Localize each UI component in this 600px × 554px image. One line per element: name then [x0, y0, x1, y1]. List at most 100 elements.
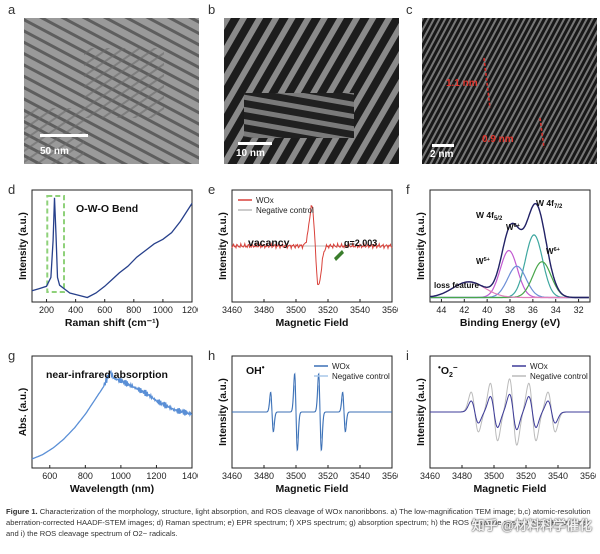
raman-line [31, 197, 193, 299]
abs-x-tick-label: 1200 [146, 471, 166, 481]
xps-x-tick-label: 44 [436, 305, 446, 315]
xps-label-w6-b: W6+ [546, 247, 560, 256]
oh-x-tick-label: 3520 [318, 471, 338, 481]
raman-x-tick-label: 800 [126, 305, 141, 315]
o2-y-axis-title: Intensity (a.u.) [416, 378, 427, 446]
epr-chart: 3460 3480 3500 3520 3540 3560 Magnetic Field In… [218, 189, 398, 329]
raman-x-tick-label: 400 [68, 305, 83, 315]
xps-label-w5: W5+ [476, 257, 490, 266]
xps-x-tick-label: 42 [459, 305, 469, 315]
xps-envelope-line [429, 202, 589, 299]
epr-x-tick-label: 3460 [222, 305, 242, 315]
stem-texture-b [224, 18, 399, 164]
panel-label-g: g [8, 348, 16, 363]
raman-chart: 200 400 600 800 1000 1200 Raman shift (cm⁻¹) In… [18, 189, 198, 329]
o2-x-tick-label: 3540 [548, 471, 568, 481]
epr-legend-label: WOx [256, 196, 274, 205]
epr-arrow [334, 250, 344, 261]
caption-text: Characterization of the morphology, stru… [6, 507, 591, 538]
o2-legend-label: Negative control [530, 372, 588, 381]
oh-x-tick-label: 3460 [222, 471, 242, 481]
o2-x-tick-label: 3560 [580, 471, 596, 481]
oh-x-tick-label: 3500 [286, 471, 306, 481]
o2-x-tick-label: 3480 [452, 471, 472, 481]
abs-x-tick-label: 1000 [111, 471, 131, 481]
abs-annotation: near-infrared absorption [46, 369, 168, 381]
panel-label-a: a [8, 2, 16, 17]
stem-image-c: 1.1 nm 0.9 nm 2 nm [422, 18, 597, 164]
xps-component-w5-72 [430, 261, 589, 299]
panel-label-i: i [406, 348, 409, 363]
epr-x-axis-title: Magnetic Field [276, 317, 349, 329]
oh-legend-label: WOx [332, 362, 350, 371]
stem-texture-c [422, 18, 597, 164]
oh-wox-line [232, 372, 392, 452]
scale-text-c: 2 nm [430, 149, 454, 160]
figure-caption: Figure 1. Characterization of the morpho… [6, 506, 594, 539]
watermark: 知乎 @材料科学催化 [471, 518, 592, 533]
oh-legend-label: Negative control [332, 372, 390, 381]
scale-text-a: 50 nm [40, 146, 69, 157]
xps-y-axis-title: Intensity (a.u.) [416, 212, 427, 280]
panel-label-e: e [208, 182, 216, 197]
raman-x-tick-label: 1200 [182, 305, 198, 315]
xps-x-tick-label: 40 [482, 305, 492, 315]
raman-y-axis-title: Intensity (a.u.) [18, 212, 29, 280]
oh-x-tick-label: 3560 [382, 471, 398, 481]
o2-wox-line [430, 393, 590, 431]
oh-annotation: OH• [246, 363, 265, 377]
raman-annotation: O-W-O Bend [76, 203, 138, 215]
epr-x-tick-label: 3520 [318, 305, 338, 315]
abs-line [31, 369, 193, 460]
epr-g-value: g=2.003 [344, 238, 377, 248]
oh-x-tick-label: 3480 [254, 471, 274, 481]
panel-label-h: h [208, 348, 216, 363]
xps-x-tick-label: 34 [551, 305, 561, 315]
epr-x-tick-label: 3540 [350, 305, 370, 315]
o2-x-tick-label: 3520 [516, 471, 536, 481]
raman-x-tick-label: 200 [39, 305, 54, 315]
tem-image-a: 50 nm [24, 18, 199, 164]
o2-x-tick-label: 3500 [484, 471, 504, 481]
xps-x-tick-label: 38 [505, 305, 515, 315]
oh-x-tick-label: 3540 [350, 471, 370, 481]
oh-epr-chart: 3460 3480 3500 3520 3540 3560 Magnetic Field In… [218, 355, 398, 495]
abs-y-axis-title: Abs. (a.u.) [18, 388, 29, 436]
epr-x-tick-label: 3560 [382, 305, 398, 315]
raman-plot-frame [31, 189, 193, 303]
scale-text-b: 10 nm [236, 148, 265, 159]
panel-label-c: c [406, 2, 413, 17]
scale-bar-a [40, 134, 88, 137]
scale-bar-b [238, 142, 272, 145]
xps-x-axis-title: Binding Energy (eV) [460, 317, 560, 329]
epr-legend-label: Negative control [256, 206, 314, 215]
raman-x-tick-label: 1000 [153, 305, 173, 315]
raman-x-axis-title: Raman shift (cm⁻¹) [65, 317, 159, 329]
d-spacing-2: 0.9 nm [482, 134, 514, 145]
o2-x-tick-label: 3460 [420, 471, 440, 481]
scale-bar-c [432, 144, 454, 147]
panel-label-f: f [406, 182, 410, 197]
raman-highlight-box [46, 195, 65, 293]
o2-annotation: •O2− [438, 363, 458, 379]
d-spacing-1: 1.1 nm [446, 78, 478, 89]
raman-x-tick-label: 600 [97, 305, 112, 315]
abs-x-tick-label: 600 [42, 471, 57, 481]
xps-chart: 44 42 40 38 36 34 32 Binding Energy (eV) Intensi… [416, 189, 591, 329]
epr-x-tick-label: 3500 [286, 305, 306, 315]
xps-label-w4f72: W 4f7/2 [536, 198, 563, 210]
oh-y-axis-title: Intensity (a.u.) [218, 378, 229, 446]
epr-y-axis-title: Intensity (a.u.) [218, 212, 229, 280]
xps-label-loss: loss feature [434, 281, 479, 290]
epr-wox-line [231, 204, 393, 286]
xps-x-tick-label: 32 [574, 305, 584, 315]
caption-lead: Figure 1. [6, 507, 38, 516]
xps-label-w6: W6+ [506, 223, 520, 232]
abs-x-tick-label: 1400 [182, 471, 198, 481]
o2-legend-label: WOx [530, 362, 548, 371]
abs-plot-frame [31, 355, 193, 469]
absorption-chart: 600 800 1000 1200 1400 Wavelength (nm) Abs. (a… [18, 355, 198, 495]
oh-x-axis-title: Magnetic Field [276, 483, 349, 495]
abs-x-axis-title: Wavelength (nm) [70, 483, 154, 495]
abs-x-tick-label: 800 [78, 471, 93, 481]
